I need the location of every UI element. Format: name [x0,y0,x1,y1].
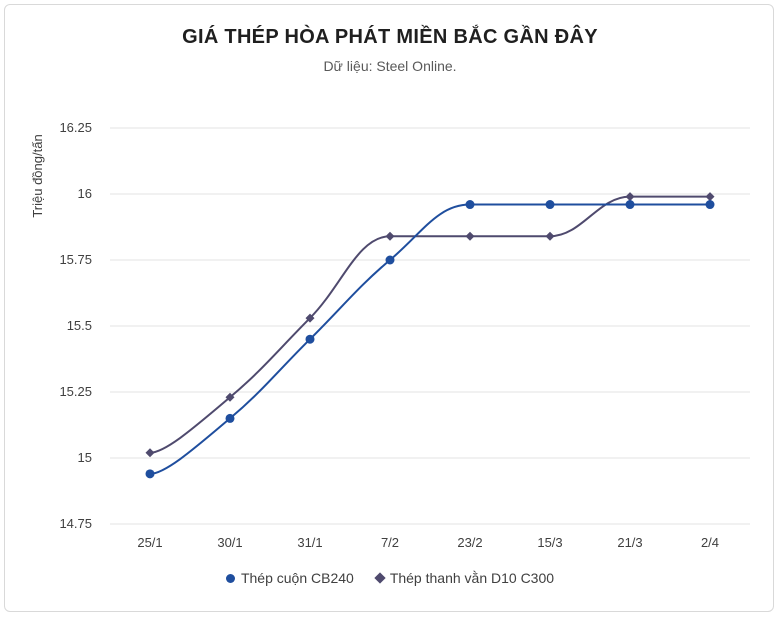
y-tick-label: 14.75 [59,516,92,531]
y-axis-title: Triệu đồng/tấn [30,134,45,217]
y-tick-label: 15.25 [59,384,92,399]
x-tick-label: 15/3 [537,535,562,550]
legend-marker-diamond [374,572,386,584]
legend-label-series-1: Thép cuộn CB240 [240,570,354,586]
data-point [225,413,235,423]
legend-marker-circle [225,573,235,583]
data-point [625,192,635,202]
data-point [465,231,475,241]
y-tick-label: 16 [78,186,92,201]
y-tick-label: 16.25 [59,120,92,135]
legend-item-series-1[interactable]: Thép cuộn CB240 [225,570,354,586]
data-point [305,334,315,344]
data-point [545,200,555,210]
chart-frame [4,4,774,612]
x-tick-label: 21/3 [617,535,642,550]
x-tick-label: 31/1 [297,535,322,550]
x-tick-label: 25/1 [137,535,162,550]
chart-subtitle: Dữ liệu: Steel Online. [323,58,457,74]
data-point [545,231,555,241]
x-tick-label: 23/2 [457,535,482,550]
series-line-2 [149,195,710,454]
x-tick-label: 7/2 [381,535,399,550]
data-point [385,255,395,265]
chart-title: GIÁ THÉP HÒA PHÁT MIỀN BẮC GẦN ĐÂY [182,26,598,48]
data-point [705,200,715,210]
legend: Thép cuộn CB240 Thép thanh vằn D10 C300 [0,570,780,586]
y-tick-label: 15 [78,450,92,465]
legend-label-series-2: Thép thanh vằn D10 C300 [389,570,555,586]
data-point [305,313,315,323]
x-tick-label: 2/4 [701,535,719,550]
data-point [145,448,155,458]
y-tick-label: 15.5 [67,318,92,333]
y-tick-label: 15.75 [59,252,92,267]
data-point [625,200,635,210]
x-tick-label: 30/1 [217,535,242,550]
data-point [145,469,155,479]
data-point [465,200,475,210]
data-point [705,192,715,202]
series-line-1 [149,203,710,475]
legend-item-series-2[interactable]: Thép thanh vằn D10 C300 [374,570,555,586]
data-point [385,231,395,241]
data-point [225,392,235,402]
